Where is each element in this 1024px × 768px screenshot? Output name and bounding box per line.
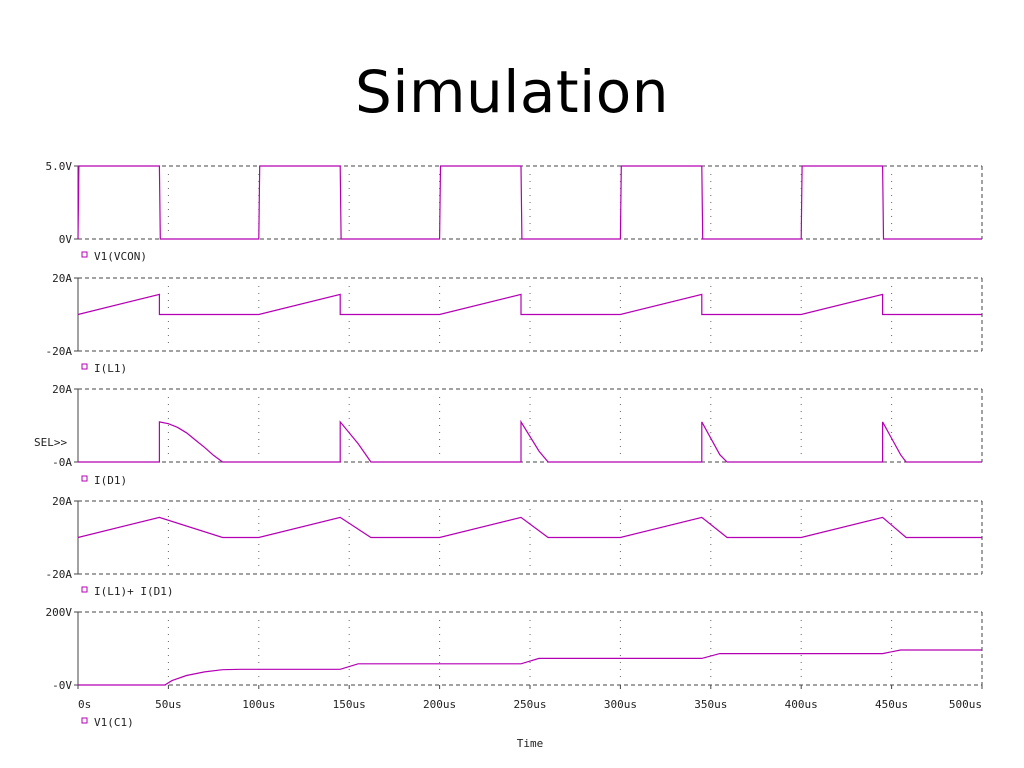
x-axis-label: Time (517, 737, 544, 750)
x-tick-label: 400us (785, 698, 818, 711)
y-tick-label: -0V (52, 679, 72, 692)
y-tick-label: -0A (52, 456, 72, 469)
x-tick-label: 0s (78, 698, 91, 711)
legend-marker (81, 363, 88, 370)
legend-marker (81, 586, 88, 593)
y-tick-label: 20A (52, 383, 72, 396)
series-line (77, 516, 982, 539)
y-tick-label: -20A (46, 568, 73, 581)
legend-marker (81, 717, 88, 724)
y-tick-label: 20A (52, 272, 72, 285)
x-tick-label: 50us (155, 698, 182, 711)
legend-label: I(L1)+ I(D1) (94, 585, 173, 598)
y-tick-label: 5.0V (46, 160, 73, 173)
x-tick-label: 450us (875, 698, 908, 711)
series-line (77, 293, 982, 316)
x-tick-label: 250us (513, 698, 546, 711)
legend-marker (81, 475, 88, 482)
y-tick-label: 200V (46, 606, 73, 619)
y-tick-label: 0V (59, 233, 73, 246)
x-tick-label: 100us (242, 698, 275, 711)
x-tick-label: 150us (333, 698, 366, 711)
x-tick-label: 200us (423, 698, 456, 711)
legend-label: V1(VCON) (94, 250, 147, 263)
legend-label: V1(C1) (94, 716, 134, 729)
series-line (77, 165, 982, 240)
slide-title: Simulation (355, 58, 669, 126)
legend-marker (81, 251, 88, 258)
legend-label: I(D1) (94, 474, 127, 487)
x-tick-label: 350us (694, 698, 727, 711)
y-tick-label: 20A (52, 495, 72, 508)
y-tick-label: -20A (46, 345, 73, 358)
legend-label: I(L1) (94, 362, 127, 375)
x-tick-label: 500us (949, 698, 982, 711)
series-line (78, 649, 982, 686)
x-tick-label: 300us (604, 698, 637, 711)
series-line (78, 419, 982, 463)
selected-marker: SEL>> (34, 436, 67, 449)
